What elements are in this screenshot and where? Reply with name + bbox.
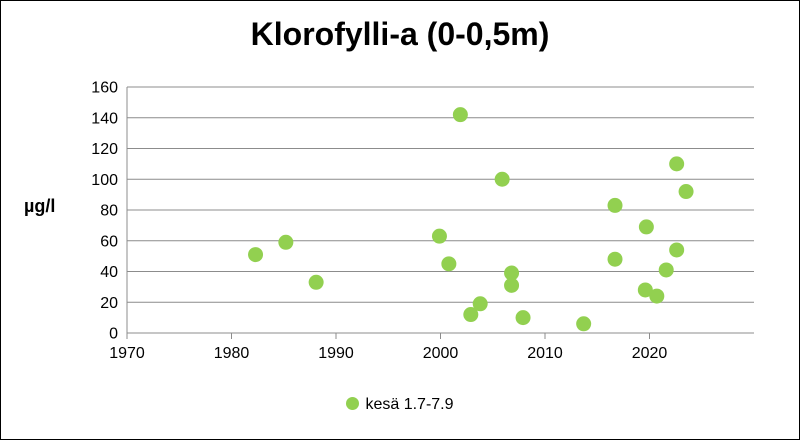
data-point: [441, 256, 457, 272]
data-point: [658, 262, 674, 278]
y-tick-label: 80: [100, 203, 118, 220]
data-point: [472, 296, 488, 312]
legend-label: kesä 1.7-7.9: [365, 396, 454, 413]
data-point: [515, 310, 531, 326]
data-point: [607, 197, 623, 213]
data-point: [678, 184, 694, 200]
data-point: [638, 219, 654, 235]
y-tick-label: 0: [109, 326, 118, 343]
data-point: [669, 242, 685, 258]
x-tick-label: 1980: [214, 345, 250, 362]
x-tick-label: 1970: [109, 345, 145, 362]
gridlines: [127, 86, 754, 303]
data-point: [494, 171, 510, 187]
legend: kesä 1.7-7.9: [0, 396, 800, 414]
x-tick-labels: 1970 1980 1990 2000 2010 2020: [109, 345, 667, 362]
data-point: [308, 274, 324, 290]
data-point: [278, 234, 294, 250]
x-tick-label: 2010: [527, 345, 563, 362]
data-points: [248, 107, 694, 332]
y-tick-label: 40: [100, 264, 118, 281]
y-tick-label: 160: [91, 80, 118, 97]
data-point: [637, 282, 653, 298]
data-point: [669, 156, 685, 172]
y-tick-label: 120: [91, 141, 118, 158]
data-point: [649, 288, 665, 304]
axes: [126, 87, 754, 339]
data-point: [504, 265, 520, 281]
data-point: [504, 277, 520, 293]
legend-marker: [346, 397, 360, 410]
y-tick-label: 60: [100, 233, 118, 250]
data-point: [576, 316, 592, 332]
data-point: [248, 247, 264, 263]
x-tick-label: 1990: [318, 345, 354, 362]
y-tick-label: 100: [91, 172, 118, 189]
data-point: [431, 228, 447, 244]
y-axis-label: µg/l: [24, 196, 56, 216]
y-tick-label: 140: [91, 110, 118, 127]
x-tick-label: 2020: [632, 345, 668, 362]
y-tick-label: 20: [100, 295, 118, 312]
data-point: [607, 251, 623, 267]
data-point: [463, 307, 479, 323]
chart-title: Klorofylli-a (0-0,5m): [250, 16, 550, 52]
y-tick-labels: 0 20 40 60 80 100 120 140 160: [91, 80, 118, 343]
data-point: [452, 107, 468, 123]
x-tick-label: 2000: [423, 345, 459, 362]
